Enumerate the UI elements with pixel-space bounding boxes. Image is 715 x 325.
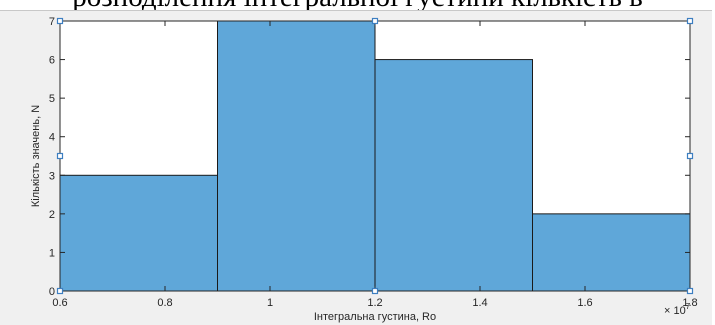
x-tick-label: 0.8	[157, 297, 172, 309]
x-axis-label: Інтегральна густина, Ro	[314, 311, 436, 323]
histogram-bar	[59, 174, 218, 292]
resize-handle[interactable]	[371, 287, 379, 295]
histogram-bar	[374, 59, 533, 292]
resize-handle[interactable]	[56, 287, 64, 295]
x-exponent-power: 7	[686, 302, 691, 311]
bars-group	[59, 20, 691, 292]
resize-handle[interactable]	[371, 17, 379, 25]
selection-handles	[56, 17, 694, 295]
resize-handle[interactable]	[686, 17, 694, 25]
y-tick-label: 5	[49, 93, 55, 105]
y-tick-label: 4	[49, 132, 55, 144]
x-tick-label: 0.6	[52, 297, 67, 309]
resize-handle[interactable]	[686, 287, 694, 295]
histogram-bar	[532, 213, 691, 292]
x-exponent-base: × 10	[664, 305, 686, 317]
x-tick-label: 1.2	[367, 297, 382, 309]
ticks-group: 0.6 0.8 1 1.2 1.4 1.6 1.8 0 1 2 3 4 5 6 7	[49, 16, 698, 309]
y-tick-label: 2	[49, 209, 55, 221]
y-tick-label: 1	[49, 247, 55, 259]
histogram-bar	[217, 20, 376, 292]
x-tick-label: 1.4	[472, 297, 487, 309]
y-tick-label: 6	[49, 55, 55, 67]
y-tick-label: 3	[49, 170, 55, 182]
y-tick-label: 0	[49, 286, 55, 298]
x-tick-label: 1.6	[577, 297, 592, 309]
resize-handle[interactable]	[686, 152, 694, 160]
x-tick-label: 1.8	[682, 297, 697, 309]
y-axis-label: Кількість значень, N	[30, 105, 42, 207]
x-exponent-label: × 107	[664, 302, 691, 317]
resize-handle[interactable]	[56, 17, 64, 25]
header-text: розподілення інтегральної густини кількі…	[0, 0, 715, 12]
y-tick-label: 7	[49, 16, 55, 28]
resize-handle[interactable]	[56, 152, 64, 160]
x-tick-label: 1	[267, 297, 273, 309]
